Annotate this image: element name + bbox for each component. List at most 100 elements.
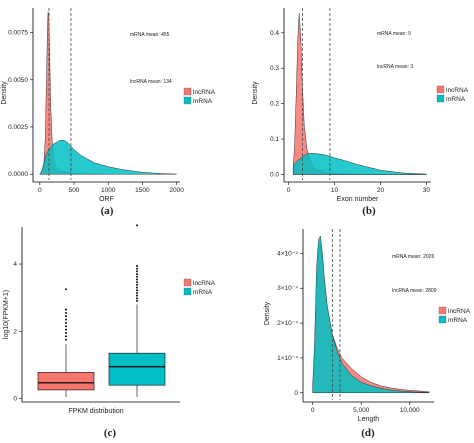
box-outlier-mrna xyxy=(136,289,138,292)
x-tick-label: 10 xyxy=(331,187,339,194)
box-outlier-mrna xyxy=(136,270,138,273)
box-outlier-mrna xyxy=(136,273,138,276)
mean-annotation: lncRNA mean: 134 xyxy=(130,79,172,85)
x-tick-label: 20 xyxy=(377,187,385,194)
legend-label-mrna: mRNA xyxy=(193,289,213,296)
chart-a-caption: (a) xyxy=(100,205,114,217)
box-outlier-mrna xyxy=(136,281,138,284)
y-axis-label: Density xyxy=(1,81,8,105)
box-outlier-mrna xyxy=(136,300,138,303)
mean-annotation: lncRNA mean: 2809 xyxy=(392,288,437,294)
box-outlier-lncrna xyxy=(65,328,67,331)
y-tick-label: 1×10⁻⁴ xyxy=(277,355,298,362)
legend-label-lncrna: lncRNA xyxy=(446,87,469,94)
panel-b: 0.0 0.1 0.2 0.3 0.4 0 10 20 30 Exon number Density… xyxy=(237,0,474,221)
x-tick-label: 500 xyxy=(69,187,80,194)
x-axis-label: FPKM distribution xyxy=(68,408,123,415)
series-area-mrna xyxy=(312,235,430,394)
box-outlier-mrna xyxy=(136,267,138,270)
x-tick-label: 0 xyxy=(38,187,42,194)
box-outlier-lncrna xyxy=(65,308,67,311)
legend-label-lncrna: lncRNA xyxy=(448,308,471,315)
box-outlier-mrna xyxy=(136,294,138,297)
box-outlier-lncrna xyxy=(65,332,67,335)
box-outlier-mrna xyxy=(136,291,138,294)
legend-swatch-mrna xyxy=(183,96,192,105)
chart-c-svg: 0 2 4 FPKM distribution log10(FPKM+1) lncRNA m… xyxy=(3,224,216,415)
x-axis-label: ORF xyxy=(99,196,114,203)
box-outlier-mrna xyxy=(136,275,138,278)
y-tick-label: 0.1 xyxy=(270,136,279,143)
y-tick-label: 0.0025 xyxy=(8,124,28,131)
box-outlier-lncrna xyxy=(65,315,67,318)
box-outlier-mrna xyxy=(136,297,138,300)
box-outlier-mrna xyxy=(136,278,138,281)
legend-label-mrna: mRNA xyxy=(446,96,466,103)
y-tick-label: 0 xyxy=(13,396,17,403)
legend-swatch-lncrna xyxy=(438,306,447,315)
x-tick-label: 0 xyxy=(287,187,291,194)
legend-label-lncrna: lncRNA xyxy=(193,89,216,96)
mean-annotation: mRNA mean: 9 xyxy=(377,31,411,37)
y-tick-label: 2×10⁻⁴ xyxy=(277,320,298,327)
box-lncrna xyxy=(37,372,95,391)
box-outlier-mrna xyxy=(136,286,138,289)
y-tick-label: 0 xyxy=(294,390,298,397)
chart-b-caption: (b) xyxy=(362,205,376,217)
box-outlier-lncrna xyxy=(65,325,67,328)
chart-c-caption: (c) xyxy=(103,427,117,439)
y-axis-label: Density xyxy=(264,301,271,325)
legend-swatch-lncrna xyxy=(183,278,192,287)
y-tick-label: 0.0 xyxy=(270,171,279,178)
y-tick-label: 2 xyxy=(13,328,17,335)
chart-b-svg: 0.0 0.1 0.2 0.3 0.4 0 10 20 30 Exon number Density… xyxy=(252,8,469,203)
box-outlier-lncrna xyxy=(65,288,67,291)
box-outlier-lncrna xyxy=(65,318,67,321)
x-tick-label: 5,000 xyxy=(353,407,370,414)
x-axis-label: Length xyxy=(358,416,380,423)
series-area-mrna xyxy=(39,139,177,175)
y-axis-label: log10(FPKM+1) xyxy=(3,290,10,339)
chart-a-svg: 0.0000 0.0025 0.0050 0.0075 0 500 1000 1500 2000… xyxy=(1,8,216,203)
x-tick-label: 1000 xyxy=(101,187,116,194)
chart-d-svg: 0 1×10⁻⁴ 2×10⁻⁴ 3×10⁻⁴ 4×10⁻⁴ 0 5,000 10,000 Len… xyxy=(264,229,471,423)
y-tick-label: 4×10⁻⁴ xyxy=(277,250,298,257)
panel-d: 0 1×10⁻⁴ 2×10⁻⁴ 3×10⁻⁴ 4×10⁻⁴ 0 5,000 10,000 Len… xyxy=(237,221,474,443)
x-tick-label: 0 xyxy=(311,407,315,414)
y-tick-label: 0.2 xyxy=(270,101,279,108)
y-tick-label: 4 xyxy=(13,261,17,268)
box-outlier-lncrna xyxy=(65,335,67,338)
y-tick-label: 0.0000 xyxy=(8,171,28,178)
series-area-lncrna xyxy=(292,13,427,175)
x-axis-label: Exon number xyxy=(337,196,379,203)
y-tick-label: 0.4 xyxy=(270,30,279,37)
chart-d-caption: (d) xyxy=(361,427,375,439)
series-area-mrna xyxy=(292,152,427,175)
legend-swatch-mrna xyxy=(436,94,445,103)
legend-swatch-lncrna xyxy=(436,85,445,94)
box-outlier-mrna xyxy=(136,265,138,268)
mean-annotation: mRNA mean: 2026 xyxy=(392,254,434,260)
box-outlier-mrna xyxy=(136,224,138,227)
y-tick-label: 0.0075 xyxy=(8,30,28,37)
y-tick-label: 0.3 xyxy=(270,65,279,72)
legend-label-mrna: mRNA xyxy=(448,317,468,324)
panel-c: 0 2 4 FPKM distribution log10(FPKM+1) lncRNA m… xyxy=(0,221,237,443)
legend-swatch-mrna xyxy=(438,315,447,324)
box-mrna xyxy=(108,352,166,386)
box-outlier-lncrna xyxy=(65,338,67,341)
legend-swatch-mrna xyxy=(183,287,192,296)
x-tick-label: 30 xyxy=(423,187,431,194)
legend-label-lncrna: lncRNA xyxy=(193,280,216,287)
mean-annotation: lncRNA mean: 3 xyxy=(377,64,413,70)
legend-swatch-lncrna xyxy=(183,87,192,96)
x-tick-label: 1500 xyxy=(135,187,150,194)
mean-annotation: mRNA mean: 455 xyxy=(130,32,170,38)
x-tick-label: 10,000 xyxy=(400,407,420,414)
y-tick-label: 0.0050 xyxy=(8,77,28,84)
panel-a: 0.0000 0.0025 0.0050 0.0075 0 500 1000 1500 2000… xyxy=(0,0,237,221)
box-outlier-mrna xyxy=(136,283,138,286)
x-tick-label: 2000 xyxy=(169,187,184,194)
legend-label-mrna: mRNA xyxy=(193,98,213,105)
box-outlier-lncrna xyxy=(65,311,67,314)
